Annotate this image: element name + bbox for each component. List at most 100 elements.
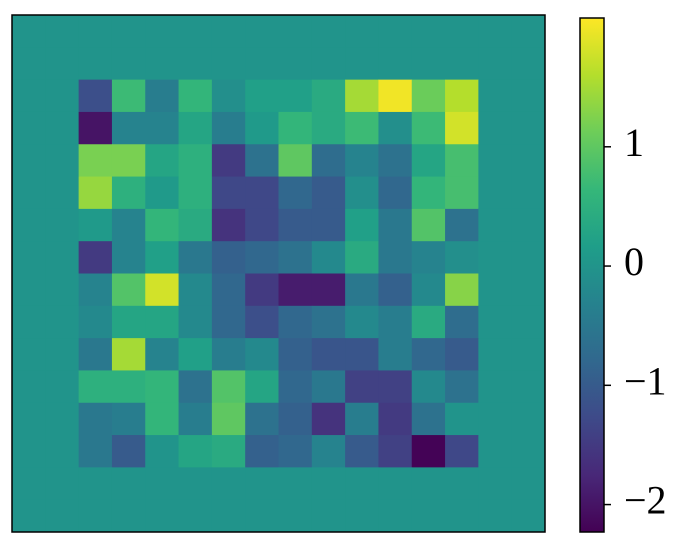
- colorbar-tick-label: −2: [624, 478, 667, 523]
- heatmap-cell: [178, 338, 213, 371]
- heatmap-cell: [45, 111, 80, 145]
- heatmap-cell: [411, 111, 446, 145]
- heatmap-cell: [45, 338, 80, 371]
- heatmap-cell: [511, 15, 546, 48]
- heatmap-cell: [178, 370, 213, 404]
- heatmap-cell: [378, 370, 413, 404]
- heatmap-cell: [311, 273, 346, 307]
- heatmap-cell: [445, 402, 479, 436]
- heatmap-cell: [411, 467, 446, 501]
- heatmap-cell: [511, 435, 546, 468]
- heatmap-cell: [78, 176, 113, 210]
- heatmap-cell: [511, 144, 546, 178]
- heatmap-cell: [111, 15, 146, 48]
- heatmap-cell: [211, 273, 246, 307]
- heatmap-cell: [345, 435, 379, 468]
- heatmap: [12, 15, 546, 533]
- heatmap-cell: [278, 15, 313, 48]
- heatmap-cell: [245, 47, 279, 81]
- heatmap-cell: [12, 208, 46, 242]
- heatmap-cell: [378, 79, 413, 113]
- heatmap-cell: [245, 305, 279, 339]
- heatmap-cell: [78, 144, 113, 178]
- heatmap-cell: [178, 241, 213, 274]
- heatmap-cell: [245, 111, 279, 145]
- heatmap-cell: [478, 111, 513, 145]
- heatmap-cell: [45, 273, 80, 307]
- heatmap-cell: [345, 499, 379, 533]
- heatmap-cell: [111, 402, 146, 436]
- heatmap-cell: [78, 402, 113, 436]
- heatmap-cell: [111, 111, 146, 145]
- heatmap-cell: [411, 435, 446, 468]
- heatmap-cell: [211, 47, 246, 81]
- heatmap-cell: [378, 435, 413, 468]
- heatmap-cell: [411, 305, 446, 339]
- heatmap-cell: [145, 273, 180, 307]
- heatmap-cell: [78, 79, 113, 113]
- heatmap-cell: [411, 176, 446, 210]
- heatmap-cell: [211, 370, 246, 404]
- heatmap-cell: [411, 47, 446, 81]
- heatmap-cell: [12, 402, 46, 436]
- heatmap-cell: [278, 241, 313, 274]
- heatmap-cell: [178, 467, 213, 501]
- heatmap-cell: [478, 467, 513, 501]
- heatmap-cell: [378, 176, 413, 210]
- heatmap-cell: [378, 402, 413, 436]
- heatmap-cell: [445, 370, 479, 404]
- heatmap-cell: [111, 273, 146, 307]
- heatmap-cell: [111, 144, 146, 178]
- heatmap-cell: [211, 208, 246, 242]
- heatmap-cell: [145, 305, 180, 339]
- heatmap-cell: [111, 208, 146, 242]
- heatmap-cell: [178, 47, 213, 81]
- heatmap-cell: [245, 144, 279, 178]
- heatmap-cell: [211, 241, 246, 274]
- heatmap-cell: [511, 499, 546, 533]
- axes-frame: [11, 14, 546, 533]
- heatmap-cell: [511, 241, 546, 274]
- heatmap-cell: [445, 208, 479, 242]
- heatmap-cell: [478, 15, 513, 48]
- heatmap-cell: [378, 47, 413, 81]
- heatmap-cell: [445, 176, 479, 210]
- heatmap-cell: [278, 47, 313, 81]
- heatmap-cell: [211, 402, 246, 436]
- heatmap-cell: [311, 144, 346, 178]
- heatmap-cell: [311, 47, 346, 81]
- heatmap-cell: [145, 144, 180, 178]
- heatmap-cell: [445, 15, 479, 48]
- heatmap-cell: [345, 15, 379, 48]
- heatmap-cell: [78, 208, 113, 242]
- heatmap-cell: [111, 79, 146, 113]
- heatmap-cell: [45, 47, 80, 81]
- heatmap-cell: [178, 435, 213, 468]
- heatmap-cell: [245, 435, 279, 468]
- heatmap-cell: [12, 15, 46, 48]
- heatmap-cell: [345, 241, 379, 274]
- heatmap-cell: [78, 273, 113, 307]
- heatmap-cell: [445, 144, 479, 178]
- heatmap-cell: [511, 273, 546, 307]
- heatmap-cell: [111, 338, 146, 371]
- heatmap-cell: [12, 370, 46, 404]
- heatmap-cell: [378, 144, 413, 178]
- heatmap-cell: [145, 47, 180, 81]
- heatmap-cell: [478, 47, 513, 81]
- heatmap-cell: [178, 176, 213, 210]
- heatmap-cell: [78, 467, 113, 501]
- heatmap-cell: [78, 47, 113, 81]
- heatmap-cell: [511, 47, 546, 81]
- heatmap-cell: [245, 79, 279, 113]
- colorbar: [579, 17, 605, 533]
- heatmap-cell: [211, 305, 246, 339]
- heatmap-cell: [411, 144, 446, 178]
- heatmap-cell: [378, 499, 413, 533]
- heatmap-cell: [511, 176, 546, 210]
- heatmap-cell: [278, 208, 313, 242]
- heatmap-cell: [145, 467, 180, 501]
- heatmap-cell: [111, 467, 146, 501]
- heatmap-cell: [45, 305, 80, 339]
- heatmap-cell: [245, 370, 279, 404]
